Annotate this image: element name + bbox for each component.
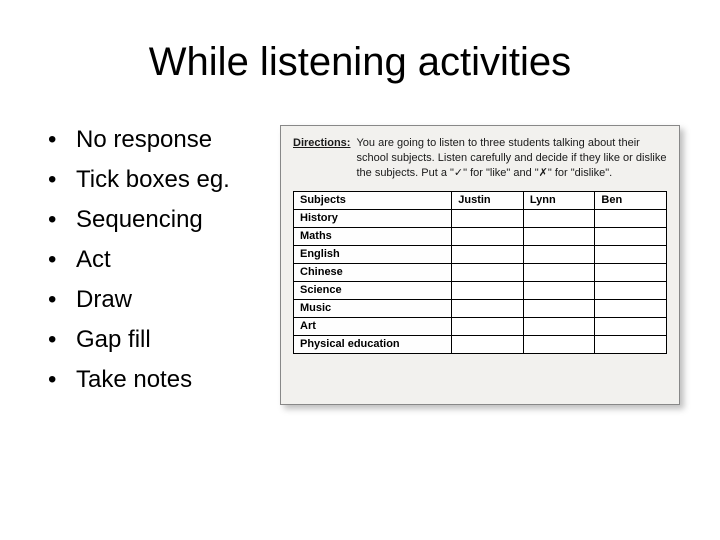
row-label: Art	[294, 317, 452, 335]
bullet-icon: •	[48, 285, 76, 315]
table-row: Music	[294, 299, 667, 317]
content-area: • No response • Tick boxes eg. • Sequenc…	[40, 125, 680, 405]
list-item: • No response	[48, 125, 280, 155]
bullet-icon: •	[48, 205, 76, 235]
table-cell	[595, 227, 667, 245]
col-header: Ben	[595, 191, 667, 209]
table-cell	[595, 209, 667, 227]
table-cell	[452, 263, 524, 281]
list-item: • Tick boxes eg.	[48, 165, 280, 195]
table-cell	[452, 335, 524, 353]
table-cell	[452, 209, 524, 227]
table-row: History	[294, 209, 667, 227]
directions: Directions: You are going to listen to t…	[293, 136, 667, 181]
table-cell	[595, 281, 667, 299]
table-cell	[523, 299, 595, 317]
bullet-text: No response	[76, 125, 212, 155]
table-row: Science	[294, 281, 667, 299]
bullet-text: Draw	[76, 285, 132, 315]
table-row: Chinese	[294, 263, 667, 281]
table-cell	[523, 335, 595, 353]
bullet-icon: •	[48, 165, 76, 195]
table-cell	[452, 245, 524, 263]
row-label: Physical education	[294, 335, 452, 353]
page-title: While listening activities	[40, 40, 680, 85]
row-label: Science	[294, 281, 452, 299]
bullet-icon: •	[48, 365, 76, 395]
table-row: English	[294, 245, 667, 263]
table-cell	[452, 299, 524, 317]
table-cell	[523, 245, 595, 263]
list-item: • Act	[48, 245, 280, 275]
bullet-icon: •	[48, 125, 76, 155]
bullet-text: Gap fill	[76, 325, 151, 355]
subjects-table: Subjects Justin Lynn Ben History Maths	[293, 191, 667, 354]
bullet-icon: •	[48, 325, 76, 355]
table-row: Art	[294, 317, 667, 335]
bullet-icon: •	[48, 245, 76, 275]
table-cell	[523, 209, 595, 227]
table-cell	[595, 317, 667, 335]
list-item: • Gap fill	[48, 325, 280, 355]
directions-text: You are going to listen to three student…	[356, 136, 667, 181]
table-body: History Maths English	[294, 209, 667, 353]
table-cell	[595, 245, 667, 263]
table-cell	[523, 263, 595, 281]
table-cell	[595, 335, 667, 353]
table-header-row: Subjects Justin Lynn Ben	[294, 191, 667, 209]
slide: While listening activities • No response…	[0, 0, 720, 540]
table-cell	[452, 281, 524, 299]
list-item: • Sequencing	[48, 205, 280, 235]
list-item: • Take notes	[48, 365, 280, 395]
bullet-text: Take notes	[76, 365, 192, 395]
table-cell	[523, 317, 595, 335]
bullet-list: • No response • Tick boxes eg. • Sequenc…	[40, 125, 280, 405]
bullet-text: Sequencing	[76, 205, 203, 235]
bullet-text: Act	[76, 245, 111, 275]
directions-label: Directions:	[293, 136, 350, 151]
row-label: English	[294, 245, 452, 263]
col-header: Justin	[452, 191, 524, 209]
table-cell	[452, 227, 524, 245]
table-cell	[595, 299, 667, 317]
row-label: History	[294, 209, 452, 227]
list-item: • Draw	[48, 285, 280, 315]
table-cell	[595, 263, 667, 281]
table-row: Physical education	[294, 335, 667, 353]
bullet-text: Tick boxes eg.	[76, 165, 230, 195]
col-header: Lynn	[523, 191, 595, 209]
col-header: Subjects	[294, 191, 452, 209]
table-cell	[523, 227, 595, 245]
row-label: Music	[294, 299, 452, 317]
table-row: Maths	[294, 227, 667, 245]
row-label: Maths	[294, 227, 452, 245]
table-cell	[452, 317, 524, 335]
worksheet-figure: Directions: You are going to listen to t…	[280, 125, 680, 405]
row-label: Chinese	[294, 263, 452, 281]
table-cell	[523, 281, 595, 299]
